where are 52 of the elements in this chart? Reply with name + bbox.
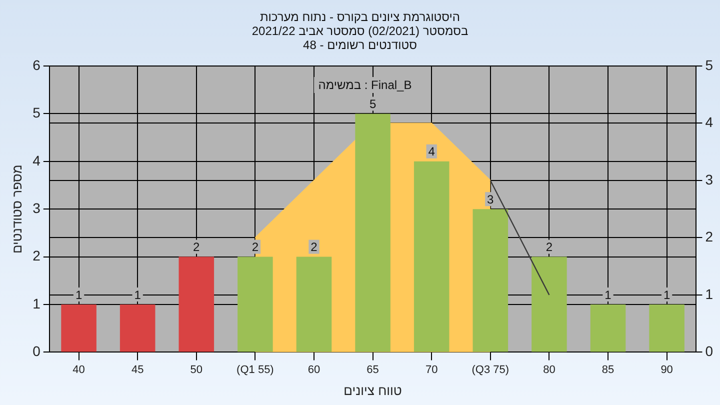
data-label: 2: [193, 240, 200, 254]
data-label: 1: [75, 288, 82, 302]
bar: [414, 161, 450, 352]
y2-tick-label: 0: [705, 343, 714, 360]
x-tick-label: 70: [425, 364, 438, 376]
annotation: במשימה : Final_B: [314, 77, 416, 93]
x-tick-label: 40: [72, 364, 85, 376]
data-label: 4: [428, 144, 436, 159]
x-tick-label: 90: [660, 364, 673, 376]
bar: [238, 256, 273, 352]
bar: [532, 256, 567, 352]
data-label: 3: [487, 192, 494, 206]
x-tick-label: (Q3 75): [472, 364, 510, 376]
x-tick-label: (Q1 55): [236, 364, 274, 376]
bar: [120, 304, 156, 352]
bar: [649, 304, 684, 352]
bar: [178, 256, 214, 352]
y2-tick-label: 5: [705, 56, 714, 73]
y2-tick-label: 4: [705, 114, 714, 130]
y-tick-label: 1: [32, 295, 41, 312]
x-tick-label: 65: [366, 364, 379, 376]
text: סטודנטים רשומים - 48: [302, 38, 418, 52]
bar: [296, 256, 332, 352]
x-tick-label: 45: [131, 364, 144, 376]
chart-title: היסטוגרמת ציונים בקורס - נתוח מערכות: [259, 10, 461, 24]
data-label: 1: [663, 288, 670, 302]
y-tick-label: 4: [32, 152, 41, 168]
chart-subtitle: בסמסטר (02/2021) סמסטר אביב 2021/22: [250, 24, 470, 38]
bar: [472, 209, 508, 352]
y-tick-label: 5: [32, 104, 41, 121]
data-label: 1: [134, 288, 142, 302]
bar: [590, 304, 626, 352]
bar: [61, 304, 96, 352]
data-label: 1: [604, 288, 612, 302]
data-label: 2: [546, 240, 553, 254]
data-label: 2: [310, 240, 318, 254]
bar: [355, 114, 390, 352]
x-tick-label: 60: [308, 364, 320, 376]
y-axis-title: מספר סטודנטים: [9, 164, 24, 254]
y-tick-label: 0: [32, 343, 41, 360]
y2-tick-label: 3: [705, 171, 714, 188]
y2-tick-label: 2: [705, 228, 714, 245]
x-tick-label: 50: [190, 364, 203, 376]
y2-tick-label: 1: [705, 286, 714, 302]
y-tick-label: 3: [32, 200, 41, 216]
y-tick-label: 6: [32, 56, 41, 73]
x-axis-title: טווח ציונים: [344, 382, 402, 398]
data-label: 5: [369, 97, 376, 112]
data-label: 2: [252, 240, 259, 254]
x-tick-label: 80: [543, 364, 556, 376]
x-tick-label: 85: [602, 364, 614, 376]
y-tick-label: 2: [32, 248, 41, 264]
